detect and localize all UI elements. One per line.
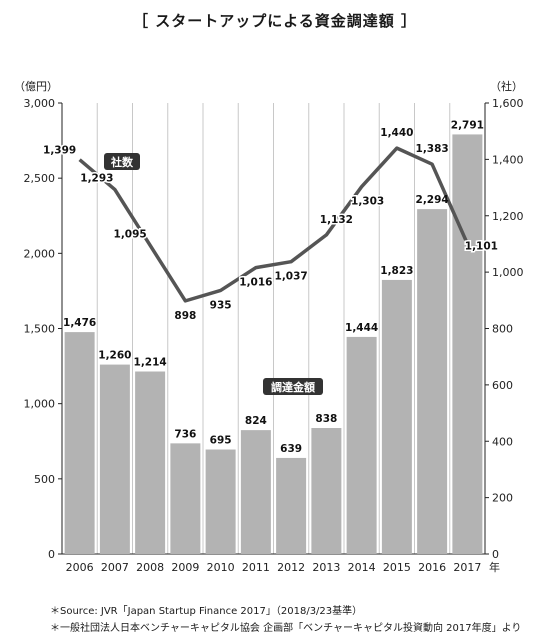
left-tick-label: 1,500	[24, 323, 56, 336]
left-tick-label: 3,000	[24, 97, 56, 110]
bar-value-label: 639	[280, 443, 302, 455]
right-tick-label: 0	[492, 548, 499, 561]
series-badge-company	[104, 153, 140, 170]
bar-value-label: 2,791	[451, 119, 484, 131]
bar	[64, 332, 95, 554]
right-tick-label: 200	[492, 492, 513, 505]
right-tick-label: 1,200	[492, 210, 524, 223]
line-value-label: 1,293	[80, 173, 113, 185]
bar-value-label: 695	[210, 435, 232, 447]
line-value-label: 1,440	[380, 127, 413, 139]
left-tick-label: 2,500	[24, 172, 56, 185]
source-note-association: ＊一般社団法人日本ベンチャーキャピタル協会 企画部「ベンチャーキャピタル投資動向…	[50, 623, 522, 634]
left-tick-label: 0	[48, 548, 55, 561]
bar	[276, 457, 307, 554]
bar-value-label: 2,294	[416, 194, 449, 206]
x-tick-label: 2006	[66, 561, 94, 574]
year-suffix: 年	[489, 560, 500, 574]
right-tick-label: 800	[492, 323, 513, 336]
right-tick-label: 600	[492, 379, 513, 392]
series-badge-amount	[263, 378, 323, 395]
company-count-line	[78, 146, 469, 303]
bar-value-label: 1,476	[63, 317, 96, 329]
bar-value-label: 824	[245, 415, 267, 427]
bar-value-label: 838	[315, 413, 337, 425]
x-tick-label: 2011	[242, 561, 270, 574]
source-note: ＊Source: JVR「Japan Startup Finance 2017」…	[50, 606, 363, 617]
bar-value-label: 1,214	[134, 356, 167, 368]
right-axis-unit: （社）	[490, 80, 523, 93]
x-tick-label: 2007	[101, 561, 129, 574]
line-value-label: 1,095	[114, 228, 147, 240]
bar	[170, 443, 201, 554]
x-tick-label: 2017	[453, 561, 481, 574]
line-value-label: 1,399	[43, 145, 76, 157]
right-tick-label: 1,400	[492, 153, 524, 166]
x-tick-label: 2009	[171, 561, 199, 574]
left-axis-unit: （億円）	[14, 80, 58, 93]
left-tick-label: 500	[34, 473, 55, 486]
series-label-amount: 調達金額	[271, 380, 315, 394]
bar	[417, 209, 448, 555]
series-label-company: 社数	[110, 155, 134, 169]
line-value-label: 1,037	[275, 271, 308, 283]
right-tick-label: 400	[492, 435, 513, 448]
x-tick-label: 2008	[136, 561, 164, 574]
x-tick-label: 2016	[418, 561, 446, 574]
x-tick-label: 2015	[383, 561, 411, 574]
left-tick-label: 2,000	[24, 247, 56, 260]
bar	[135, 371, 166, 554]
bar	[452, 134, 483, 554]
line-value-label: 898	[174, 310, 196, 322]
line-value-label: 1,132	[320, 214, 353, 226]
bar-value-label: 1,444	[345, 322, 378, 334]
bar	[205, 449, 236, 554]
line-value-label: 1,303	[351, 196, 384, 208]
x-tick-label: 2014	[348, 561, 376, 574]
right-tick-label: 1,600	[492, 97, 524, 110]
x-tick-label: 2012	[277, 561, 305, 574]
x-tick-label: 2013	[312, 561, 340, 574]
line-value-label: 1,383	[416, 143, 449, 155]
right-tick-label: 1,000	[492, 266, 524, 279]
bar	[240, 430, 271, 554]
bar	[99, 364, 130, 554]
bar	[346, 336, 377, 554]
bar	[381, 279, 412, 554]
line-value-label: 1,016	[239, 277, 272, 289]
bar	[311, 428, 342, 554]
line-value-label: 935	[210, 299, 232, 311]
x-tick-label: 2010	[207, 561, 235, 574]
line-value-label: 1,101	[465, 241, 498, 253]
bar-value-label: 1,260	[98, 350, 131, 362]
left-tick-label: 1,000	[24, 398, 56, 411]
bar-value-label: 1,823	[380, 265, 413, 277]
chart-title: ［ スタートアップによる資金調達額 ］	[133, 12, 417, 30]
bar-value-label: 736	[174, 428, 196, 440]
